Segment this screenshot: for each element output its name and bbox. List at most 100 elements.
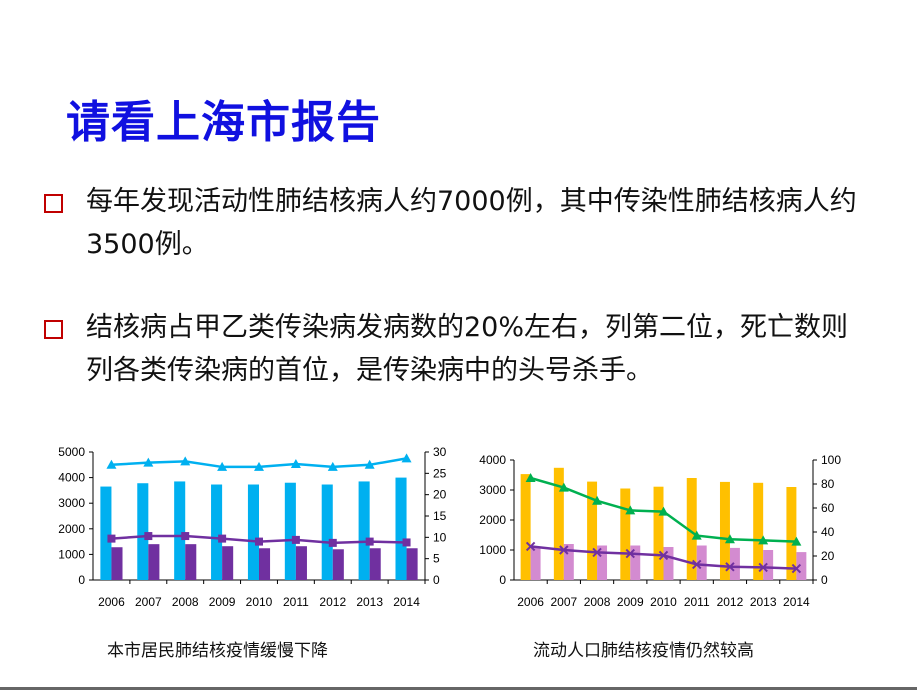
x-tick-label: 2014 <box>393 595 420 609</box>
bar-bar1 <box>719 481 730 580</box>
y-tick-label: 4000 <box>479 453 506 467</box>
marker-square <box>402 538 411 547</box>
marker-x <box>791 563 802 574</box>
bar-bar1 <box>786 487 797 580</box>
x-tick-label: 2010 <box>246 595 273 609</box>
bar-bar1 <box>100 486 112 580</box>
x-tick-label: 2012 <box>319 595 346 609</box>
marker-triangle <box>180 456 191 466</box>
bar-bar2 <box>563 544 574 580</box>
y2-tick-label: 20 <box>821 549 835 563</box>
y2-tick-label: 40 <box>821 525 835 539</box>
bar-bar2 <box>185 544 197 580</box>
marker-x <box>592 547 602 558</box>
bar-bar2 <box>295 546 307 580</box>
bullet-item: 结核病占甲乙类传染病发病数的20%左右，列第二位，死亡数则列各类传染病的首位，是… <box>44 306 874 392</box>
bar-bar2 <box>663 547 674 580</box>
bar-bar1 <box>686 478 697 580</box>
marker-triangle <box>290 458 301 468</box>
bar-bar1 <box>247 484 259 580</box>
y2-tick-label: 0 <box>433 573 440 587</box>
y-tick-label: 5000 <box>58 445 85 459</box>
marker-triangle <box>558 482 569 492</box>
bar-bar1 <box>358 481 370 580</box>
bar-bar2 <box>148 544 160 580</box>
x-tick-label: 2007 <box>550 595 577 609</box>
x-tick-label: 2011 <box>684 595 710 609</box>
bar-bar2 <box>111 547 123 580</box>
bar-bar2 <box>597 545 608 580</box>
y2-tick-label: 5 <box>433 552 440 566</box>
y-tick-label: 3000 <box>479 483 506 497</box>
y-tick-label: 0 <box>78 573 85 587</box>
y-tick-label: 2000 <box>58 522 85 536</box>
x-tick-label: 2006 <box>98 595 125 609</box>
marker-x <box>725 562 735 572</box>
x-tick-label: 2007 <box>135 595 162 609</box>
bar-bar2 <box>530 547 541 580</box>
bar-bar1 <box>620 488 631 580</box>
marker-x <box>692 559 702 570</box>
marker-x <box>658 550 669 561</box>
x-tick-label: 2012 <box>717 595 744 609</box>
square-bullet-icon <box>44 320 63 339</box>
y2-tick-label: 100 <box>821 453 841 467</box>
marker-triangle <box>592 495 603 505</box>
bar-bar2 <box>630 545 641 580</box>
bar-bar2 <box>222 546 234 580</box>
marker-square <box>365 537 374 546</box>
bullet-text: 结核病占甲乙类传染病发病数的20%左右，列第二位，死亡数则列各类传染病的首位，是… <box>86 312 849 386</box>
marker-square <box>328 538 337 547</box>
marker-triangle <box>758 535 769 545</box>
slide-title: 请看上海市报告 <box>66 97 381 148</box>
marker-x <box>625 548 635 559</box>
chart-caption: 流动人口肺结核疫情仍然较高 <box>533 641 754 661</box>
marker-triangle <box>106 459 117 469</box>
bar-bar1 <box>553 467 564 580</box>
y-tick-label: 3000 <box>58 496 85 510</box>
bar-bar1 <box>137 483 149 580</box>
marker-square <box>107 534 116 543</box>
y2-tick-label: 25 <box>433 466 447 480</box>
y2-tick-label: 10 <box>433 530 447 544</box>
y2-tick-label: 60 <box>821 501 835 515</box>
y-tick-label: 1000 <box>479 543 506 557</box>
y-tick-label: 0 <box>499 573 506 587</box>
bar-bar2 <box>369 548 381 580</box>
bullet-text: 每年发现活动性肺结核病人约7000例，其中传染性肺结核病人约3500例。 <box>86 186 857 260</box>
marker-triangle <box>143 457 154 467</box>
x-tick-label: 2011 <box>283 595 309 609</box>
bar-bar2 <box>259 548 271 580</box>
bar-bar2 <box>406 548 418 580</box>
y2-tick-label: 20 <box>433 488 447 502</box>
bar-bar2 <box>796 552 807 580</box>
bar-bar2 <box>332 549 344 580</box>
bar-bar1 <box>395 477 407 580</box>
bar-bar1 <box>321 484 333 580</box>
marker-triangle <box>401 453 412 463</box>
x-tick-label: 2008 <box>584 595 611 609</box>
marker-square <box>181 532 190 541</box>
bar-bar1 <box>174 481 186 580</box>
marker-triangle <box>658 506 669 516</box>
chart-caption: 本市居民肺结核疫情缓慢下降 <box>107 641 328 661</box>
marker-triangle <box>691 530 702 540</box>
y-tick-label: 2000 <box>479 513 506 527</box>
marker-x <box>525 541 536 552</box>
marker-x <box>758 562 768 573</box>
x-tick-label: 2008 <box>172 595 199 609</box>
square-bullet-icon <box>44 194 63 213</box>
marker-triangle <box>724 534 735 544</box>
marker-square <box>144 532 153 541</box>
marker-square <box>291 535 300 544</box>
marker-triangle <box>364 459 375 469</box>
x-tick-label: 2006 <box>517 595 544 609</box>
bar-bar2 <box>696 545 707 580</box>
marker-triangle <box>327 461 338 471</box>
marker-square <box>218 534 227 543</box>
x-tick-label: 2014 <box>783 595 810 609</box>
divider <box>0 687 917 690</box>
bar-bar1 <box>211 484 223 580</box>
bar-bar1 <box>753 482 764 580</box>
